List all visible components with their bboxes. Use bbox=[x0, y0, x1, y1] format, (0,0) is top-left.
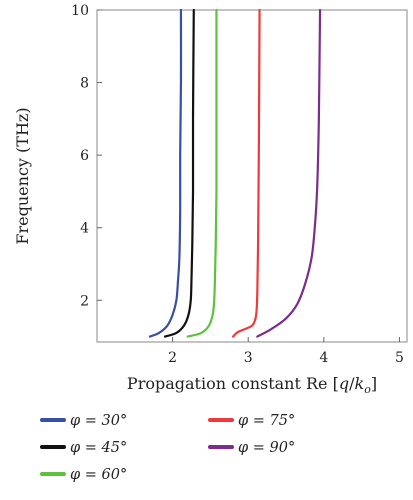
legend-label-3: φ = 60° bbox=[70, 467, 127, 483]
y-tick-label: 6 bbox=[80, 148, 89, 164]
x-tick-label: 5 bbox=[395, 350, 404, 366]
legend-label-1: φ = 30° bbox=[70, 413, 127, 429]
legend-label-4: φ = 75° bbox=[238, 413, 295, 429]
series-line-5 bbox=[256, 8, 322, 338]
legend: φ = 30° φ = 45° φ = 60° φ = 75° φ = 90° bbox=[40, 413, 295, 483]
y-tick-label: 2 bbox=[80, 293, 89, 309]
plot-frame bbox=[96, 9, 408, 343]
x-tick-label: 4 bbox=[319, 350, 328, 366]
y-axis-ticks: 2 4 6 8 10 bbox=[71, 3, 102, 309]
legend-label-5: φ = 90° bbox=[238, 440, 295, 456]
series-layer bbox=[148, 8, 322, 338]
series-line-4 bbox=[232, 8, 261, 338]
x-axis-ticks: 2 3 4 5 bbox=[168, 337, 404, 366]
y-tick-label: 4 bbox=[80, 221, 89, 237]
series-line-2 bbox=[163, 8, 195, 338]
series-line-1 bbox=[148, 8, 183, 338]
y-tick-label: 10 bbox=[71, 3, 89, 19]
legend-label-2: φ = 45° bbox=[70, 440, 127, 456]
y-tick-label: 8 bbox=[80, 76, 89, 92]
series-line-3 bbox=[186, 8, 218, 338]
x-axis-title: Propagation constant Re [q/ko] bbox=[127, 374, 377, 396]
x-tick-label: 2 bbox=[168, 350, 177, 366]
x-tick-label: 3 bbox=[244, 350, 253, 366]
y-axis-title: Frequency (THz) bbox=[13, 107, 32, 244]
